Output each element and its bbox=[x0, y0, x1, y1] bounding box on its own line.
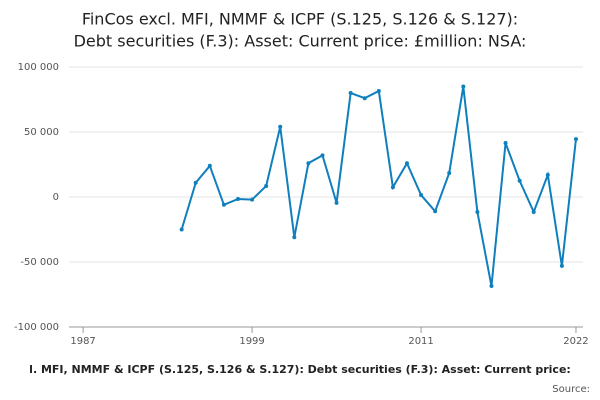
data-point bbox=[221, 202, 226, 207]
data-point bbox=[193, 180, 198, 185]
data-point bbox=[179, 227, 184, 232]
y-tick-label: -100 000 bbox=[14, 322, 59, 333]
x-tick-label: 2011 bbox=[408, 336, 433, 347]
data-point bbox=[207, 163, 212, 168]
data-point bbox=[475, 209, 480, 214]
footer-title: l. MFI, NMMF & ICPF (S.125, S.126 & S.12… bbox=[29, 363, 571, 376]
y-tick-label: 0 bbox=[53, 192, 59, 203]
data-point bbox=[320, 153, 325, 158]
data-point bbox=[559, 263, 564, 268]
data-point bbox=[348, 91, 353, 95]
data-point bbox=[433, 209, 438, 214]
data-point bbox=[235, 196, 240, 201]
data-point bbox=[264, 183, 269, 188]
data-point bbox=[503, 141, 508, 146]
data-point bbox=[545, 172, 550, 177]
data-point bbox=[404, 161, 409, 166]
data-point bbox=[362, 96, 367, 101]
series-line bbox=[180, 86, 577, 287]
data-point bbox=[531, 209, 536, 214]
chart-title: Debt securities (F.3): Asset: Current pr… bbox=[74, 32, 527, 51]
data-point bbox=[250, 197, 255, 202]
data-point bbox=[517, 178, 522, 183]
chart-title: FinCos excl. MFI, NMMF & ICPF (S.125, S.… bbox=[82, 10, 518, 29]
data-point bbox=[489, 284, 494, 289]
y-tick-label: 50 000 bbox=[24, 127, 59, 138]
x-tick-label: 1987 bbox=[70, 336, 95, 347]
y-tick-label: 100 000 bbox=[18, 62, 59, 73]
x-tick-label: 1999 bbox=[239, 336, 264, 347]
data-point bbox=[419, 193, 424, 198]
data-point bbox=[390, 185, 395, 190]
data-point bbox=[447, 170, 452, 175]
data-point bbox=[292, 235, 297, 240]
data-point bbox=[461, 84, 466, 89]
data-point bbox=[306, 161, 311, 166]
data-point bbox=[334, 200, 339, 205]
y-tick-label: -50 000 bbox=[20, 257, 59, 268]
x-tick-label: 2022 bbox=[563, 336, 588, 347]
data-point bbox=[376, 89, 381, 94]
data-point bbox=[278, 124, 283, 129]
source: Source: bbox=[552, 384, 590, 395]
data-point bbox=[573, 137, 578, 142]
